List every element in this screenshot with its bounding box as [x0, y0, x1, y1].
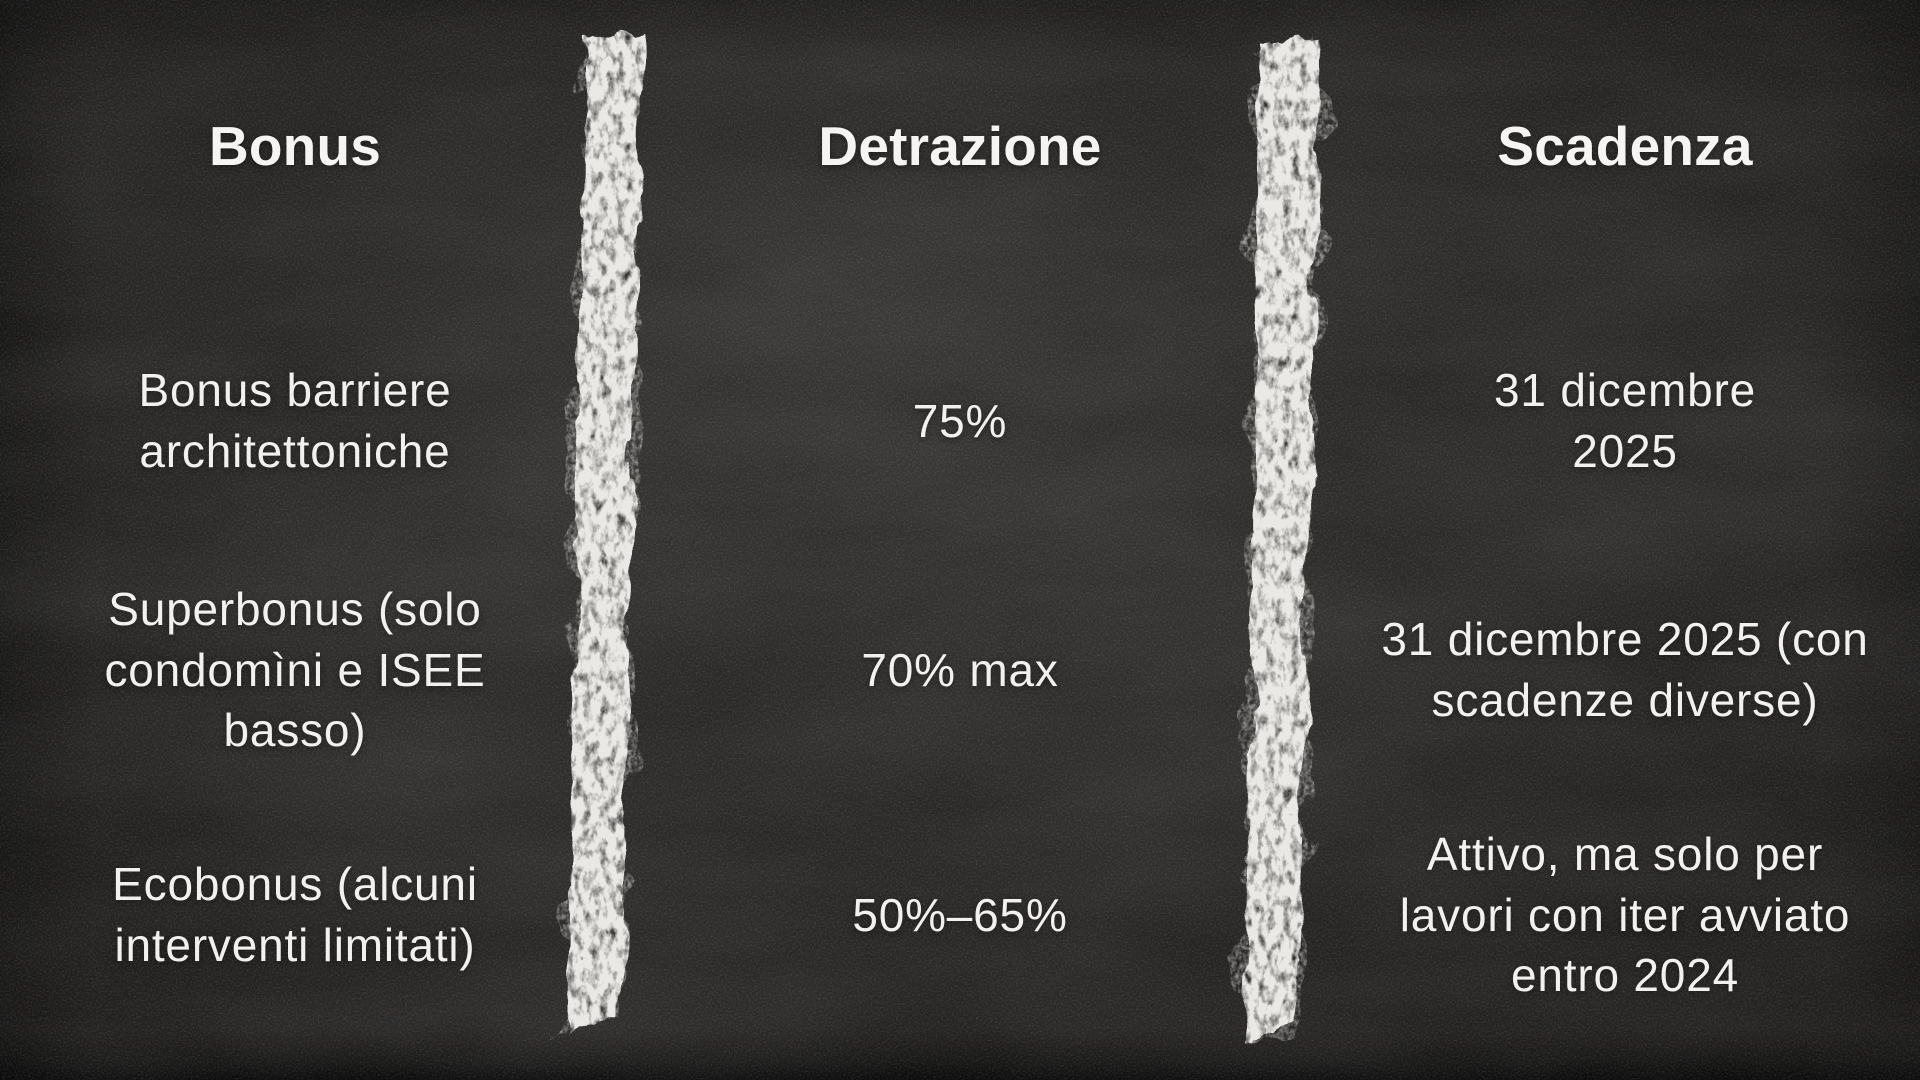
column-header-scadenza: Scadenza [1497, 114, 1753, 177]
cell-row3-bonus: Ecobonus (alcuni interventi limitati) [112, 858, 478, 971]
cell-row3-detrazione: 50%–65% [852, 888, 1068, 941]
cell-row2-detrazione: 70% max [861, 643, 1059, 696]
cell-row1-bonus: Bonus barriere architettoniche [138, 364, 452, 477]
cell-row2-scadenza: 31 dicembre 2025 (con scadenze diverse) [1381, 613, 1869, 726]
cell-row3-scadenza: Attivo, ma solo per lavori con iter avvi… [1399, 827, 1851, 1002]
column-header-detrazione: Detrazione [818, 114, 1102, 177]
cell-row1-scadenza: 31 dicembre 2025 [1494, 364, 1756, 477]
cell-row2-bonus: Superbonus (solo condomìni e ISEE basso) [104, 582, 486, 757]
cell-row1-detrazione: 75% [912, 394, 1008, 447]
column-header-bonus: Bonus [208, 114, 382, 177]
